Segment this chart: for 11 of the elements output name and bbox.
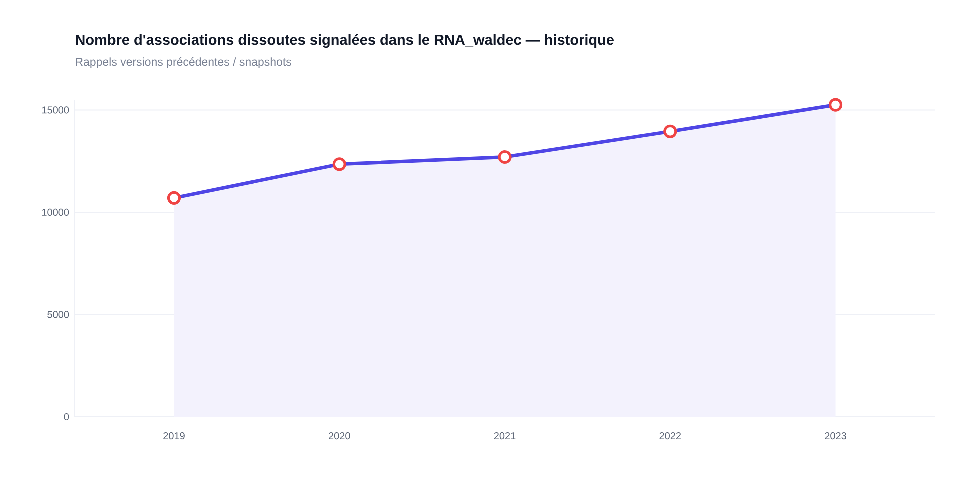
x-tick-label: 2021 [494, 432, 516, 440]
x-tick-label: 2023 [825, 432, 846, 440]
x-tick-label: 2019 [164, 432, 185, 440]
x-tick-label: 2020 [329, 432, 350, 440]
y-tick-label: 5000 [48, 311, 70, 318]
y-tick-label: 10000 [42, 208, 70, 216]
y-tick-label: 0 [64, 413, 70, 421]
chart-title: Nombre d'associations dissoutes signalées dans le RNA_waldec — historique [76, 34, 614, 48]
chart-subtitle: Rappels versions précédentes / snapshots [76, 58, 292, 68]
x-tick-label: 2022 [660, 432, 682, 440]
y-tick-label: 15000 [42, 106, 70, 114]
